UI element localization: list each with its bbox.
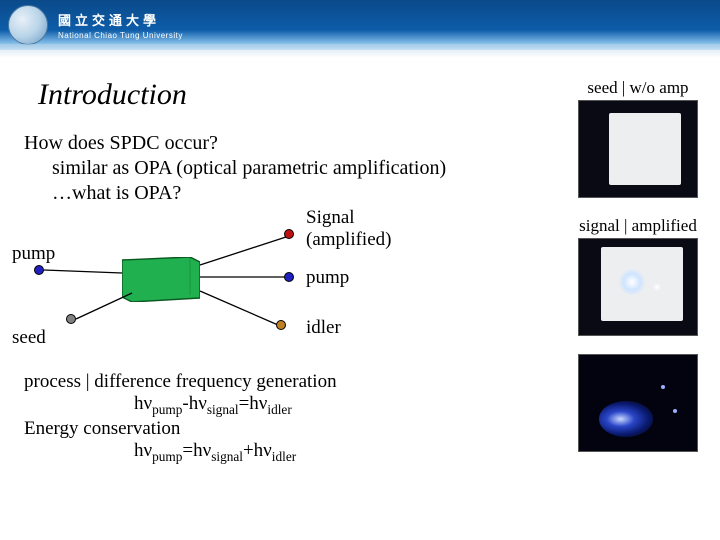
signal-label-line2: (amplified) <box>306 229 391 250</box>
university-logo <box>8 5 48 45</box>
eq2-mid2: +hν <box>243 440 272 461</box>
eq2-mid: =hν <box>182 440 211 461</box>
eq2-part: hν <box>134 440 152 461</box>
signal-label: Signal (amplified) <box>306 207 391 251</box>
university-name-zh: 國立交通大學 <box>58 10 183 29</box>
photo-caption-1: seed | w/o amp <box>574 78 702 98</box>
eq2-sub3: idler <box>272 449 296 464</box>
idler-label: idler <box>306 317 341 339</box>
pump-in-dot <box>34 265 44 275</box>
slide-header: 國立交通大學 National Chiao Tung University <box>0 0 720 50</box>
eq1-part: hν <box>134 393 152 414</box>
eq1-sub3: idler <box>267 402 291 417</box>
university-name-en: National Chiao Tung University <box>58 31 183 40</box>
signal-dot <box>284 229 294 239</box>
seed-label: seed <box>12 327 46 349</box>
eq1-sub1: pump <box>152 402 182 417</box>
photo-caption-2: signal | amplified <box>574 216 702 236</box>
seed-dot <box>66 314 76 324</box>
opa-diagram: pump seed Signal (amplified) pump idler <box>18 215 418 365</box>
eq1-mid: -hν <box>182 393 206 414</box>
eq2-sub1: pump <box>152 449 182 464</box>
right-photo-column: seed | w/o amp signal | amplified <box>574 78 702 452</box>
pump-in-label: pump <box>12 243 55 265</box>
pump-out-label: pump <box>306 267 349 289</box>
eq1-mid2: =hν <box>239 393 268 414</box>
photo-idler-dark <box>578 354 698 452</box>
signal-label-line1: Signal <box>306 207 355 228</box>
eq1-sub2: signal <box>207 402 239 417</box>
eq2-sub2: signal <box>211 449 243 464</box>
photo-signal-amplified <box>578 238 698 336</box>
photo-seed-wo-amp <box>578 100 698 198</box>
university-name-block: 國立交通大學 National Chiao Tung University <box>58 10 183 40</box>
pump-out-dot <box>284 272 294 282</box>
idler-dot <box>276 320 286 330</box>
